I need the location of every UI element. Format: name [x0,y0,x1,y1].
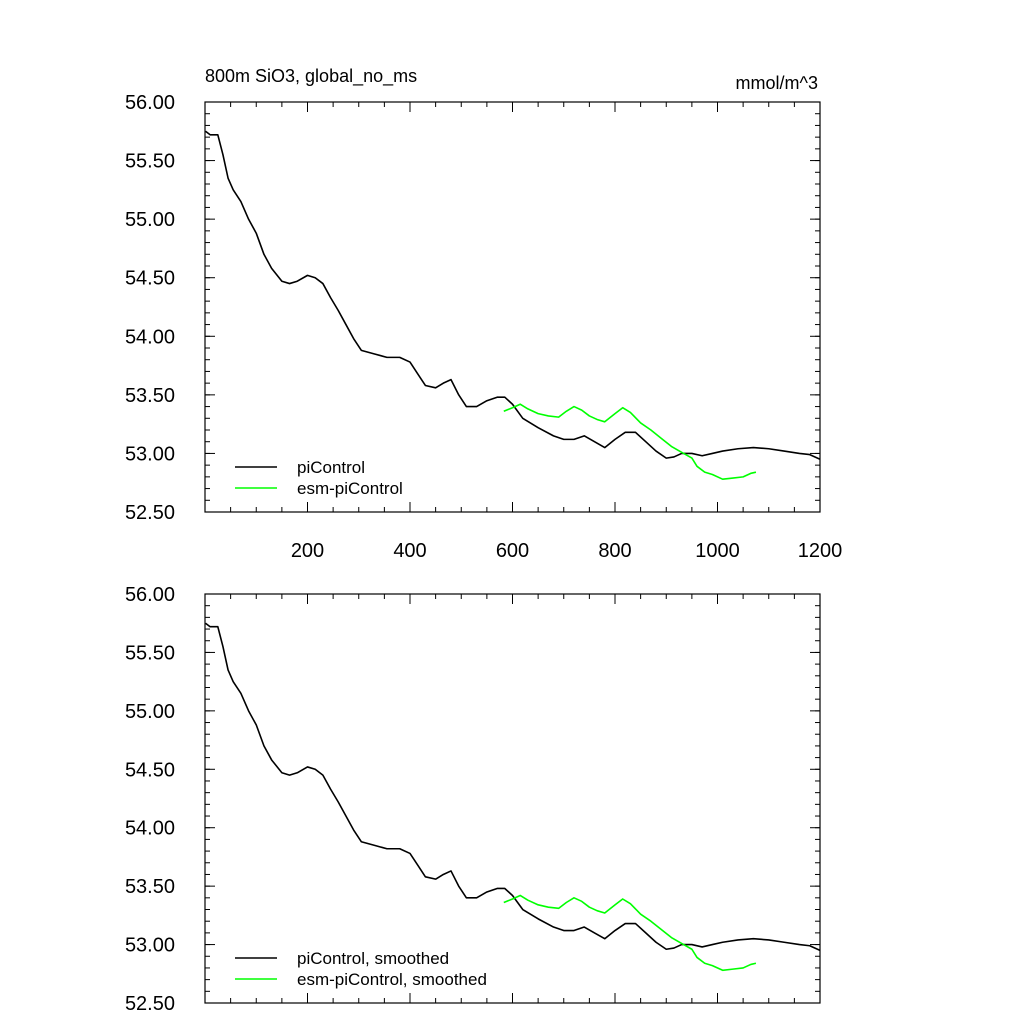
series-line-esm-picontrol [503,403,757,480]
x-tick-label: 400 [393,540,426,562]
legend-label: piControl [297,458,365,477]
legend-label: esm-piControl [297,479,403,498]
x-tick-label: 200 [291,540,324,562]
y-tick-label: 54.00 [125,818,175,840]
y-tick-label: 53.50 [125,876,175,898]
y-tick-label: 56.00 [125,92,175,114]
x-tick-label: 1200 [798,540,843,562]
x-tick-label: 1000 [695,540,740,562]
y-tick-label: 52.50 [125,502,175,524]
chart-panel-1: 52.50 53.00 53.50 54.00 54.50 55.00 55.50 56.00… [125,66,842,562]
units-label: mmol/m^3 [736,73,818,93]
y-tick-label: 53.50 [125,385,175,407]
y-tick-label: 56.00 [125,584,175,606]
y-tick-label: 55.50 [125,642,175,664]
y-tick-label: 55.00 [125,209,175,231]
legend-label: esm-piControl, smoothed [297,970,487,989]
y-tick-label: 55.50 [125,151,175,173]
series-line-picontrol-smoothed [205,622,820,952]
y-tick-label: 54.50 [125,268,175,290]
chart-title: 800m SiO3, global_no_ms [205,66,417,87]
series-line-esm-picontrol-smoothed [503,894,757,972]
x-tick-label: 600 [496,540,529,562]
y-tick-label: 53.00 [125,443,175,465]
y-tick-label: 54.00 [125,326,175,348]
y-tick-label: 52.50 [125,993,175,1015]
y-tick-label: 55.00 [125,701,175,723]
legend-label: piControl, smoothed [297,949,449,968]
chart-panel-2: 52.50 53.00 53.50 54.00 54.50 55.00 55.50 56.00… [125,584,821,1015]
series-line-picontrol [205,130,820,461]
x-tick-label: 800 [598,540,631,562]
y-tick-label: 54.50 [125,759,175,781]
y-tick-label: 53.00 [125,935,175,957]
